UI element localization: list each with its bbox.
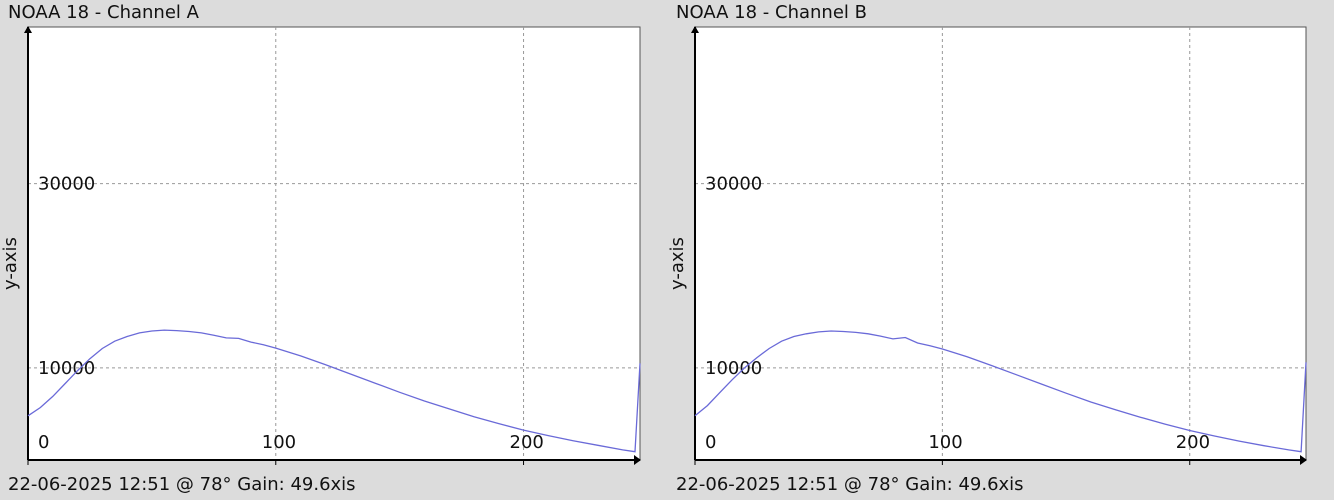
footer-status-b-text: 22-06-2025 12:51 @ 78° Gain: 49.6 [676,474,999,495]
y-axis-arrow-b [691,26,699,33]
footer-status-b: 22-06-2025 12:51 @ 78° Gain: 49.6xis [676,474,1024,495]
y-tick-label-b-0: 10000 [705,358,762,379]
x-tick-label-a-2: 200 [510,432,544,453]
x-tick-label-b-1: 100 [928,432,962,453]
x-tick-label-a-1: 100 [262,432,296,453]
chart-title-channel-a: NOAA 18 - Channel A [8,2,199,23]
footer-suffix-b: xis [998,474,1024,495]
y-tick-label-a-1: 30000 [38,174,95,195]
y-tick-label-b-1: 30000 [705,174,762,195]
y-axis-label-a: y-axis [0,237,21,290]
x-tick-label-b-2: 200 [1176,432,1210,453]
footer-status-a: 22-06-2025 12:51 @ 78° Gain: 49.6xis [8,474,356,495]
series-line-b [694,330,1307,453]
y-tick-label-a-0: 10000 [38,358,95,379]
x-axis-arrow-a [634,455,641,465]
footer-suffix-a: xis [330,474,356,495]
y-axis-arrow-a [24,26,32,33]
x-tick-label-b-0: 0 [705,432,716,453]
series-line-a [27,329,641,453]
plot-area-b [694,26,1307,461]
x-tick-label-a-0: 0 [38,432,49,453]
plot-area-a [27,26,641,461]
chart-title-channel-b: NOAA 18 - Channel B [676,2,867,23]
y-axis-label-b: y-axis [667,237,688,290]
footer-status-a-text: 22-06-2025 12:51 @ 78° Gain: 49.6 [8,474,331,495]
x-axis-arrow-b [1300,455,1307,465]
